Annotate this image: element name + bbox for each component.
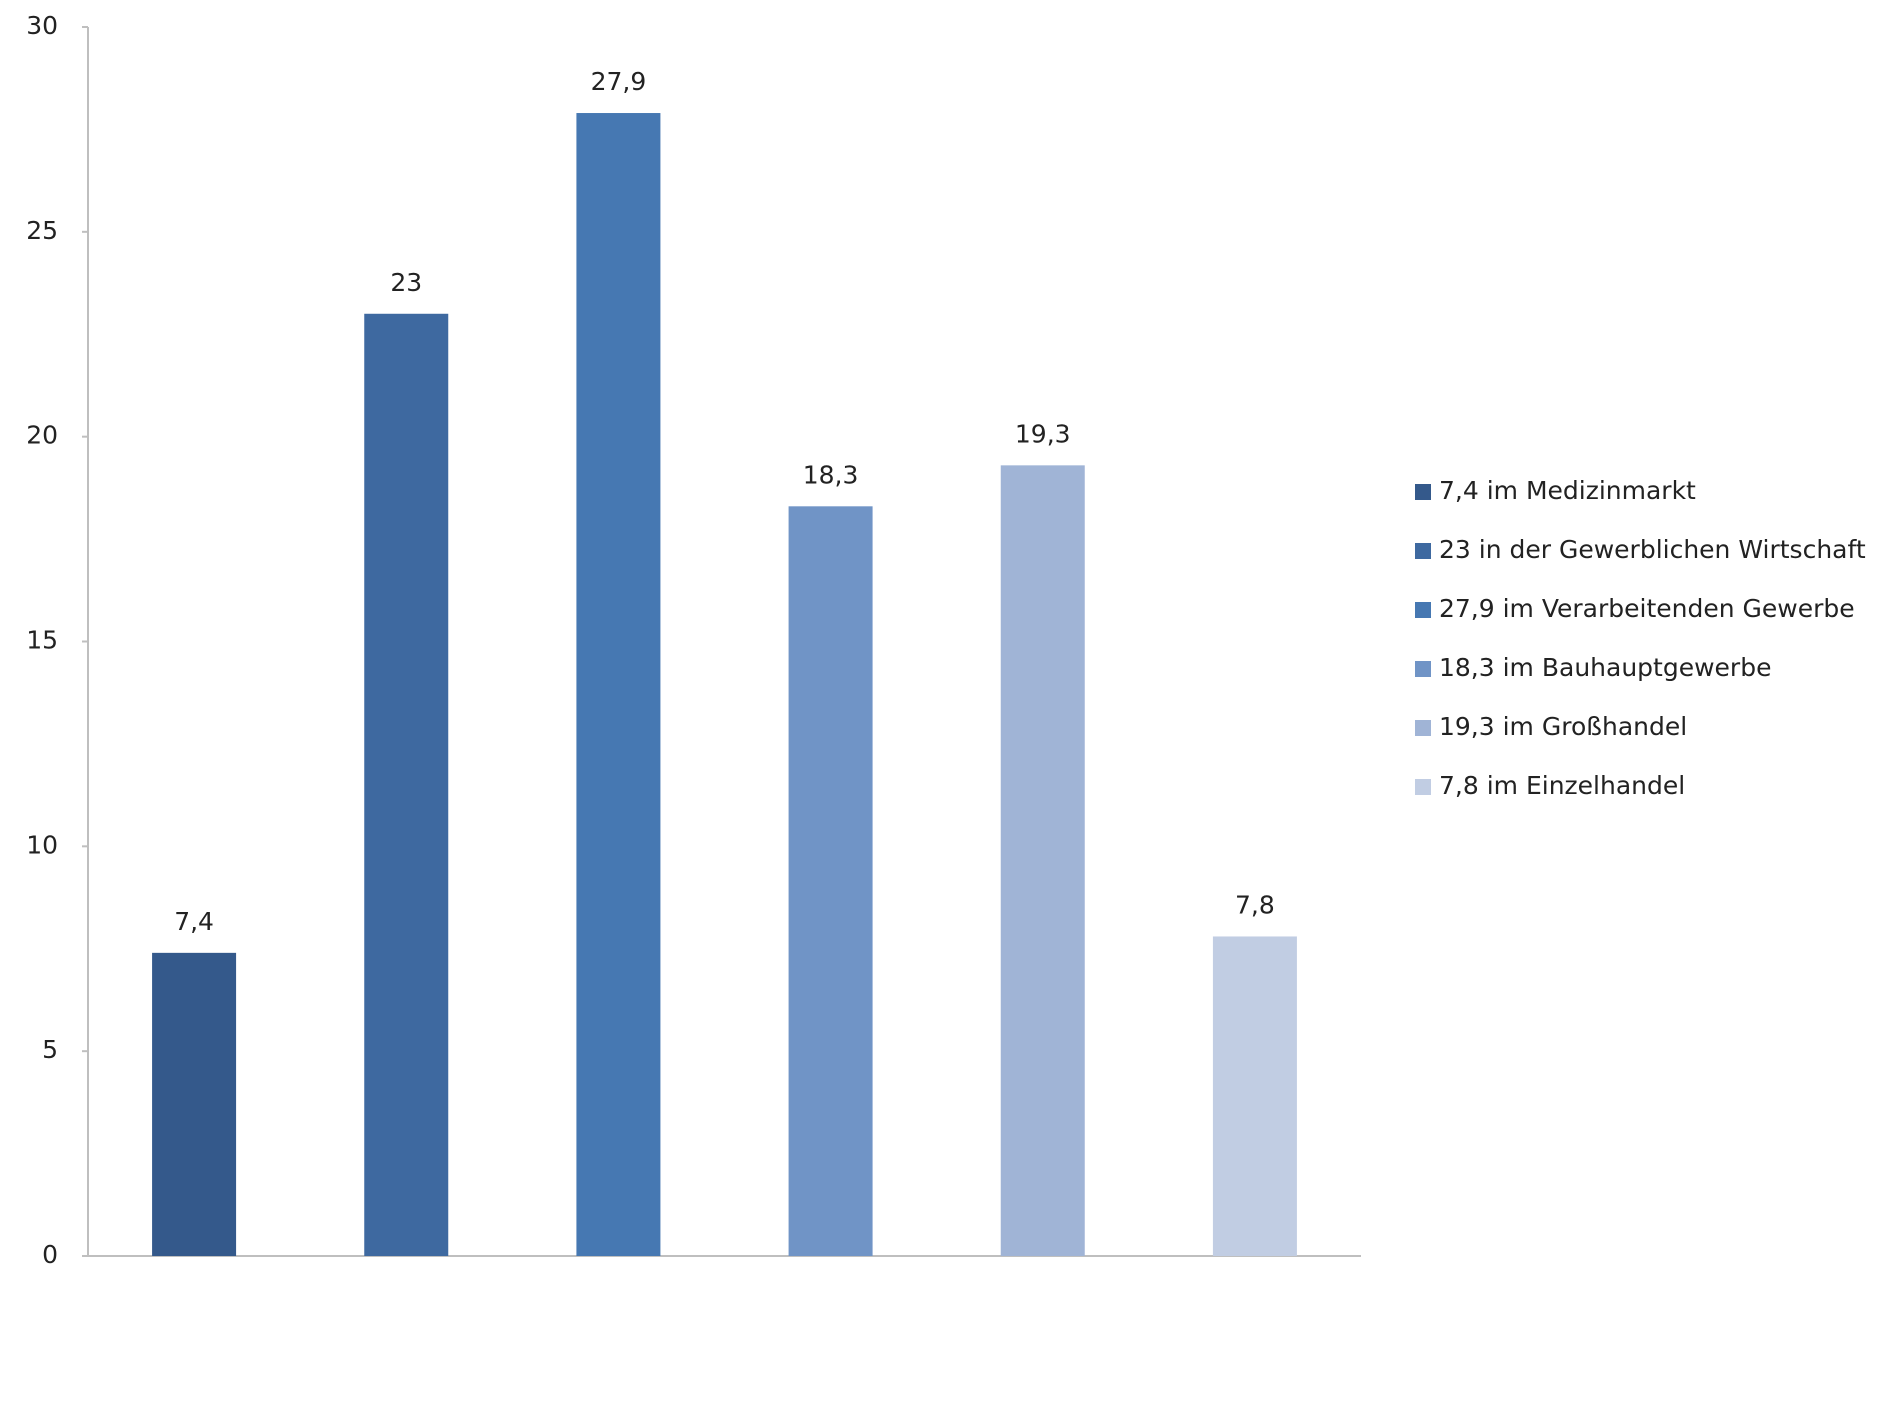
bar	[1000, 465, 1085, 1256]
legend-swatch	[1415, 602, 1431, 618]
bar	[1212, 936, 1297, 1256]
y-tick-label: 10	[26, 830, 58, 859]
bar	[152, 952, 237, 1256]
y-tick-label: 15	[26, 626, 58, 655]
data-label: 23	[390, 268, 422, 297]
bar	[364, 313, 449, 1256]
y-tick-label: 20	[26, 421, 58, 450]
y-tick-label: 30	[26, 11, 58, 40]
bar	[576, 113, 661, 1256]
legend-swatch	[1415, 779, 1431, 795]
data-label: 7,4	[174, 907, 214, 936]
y-tick-label: 25	[26, 216, 58, 245]
data-label: 19,3	[1015, 419, 1071, 448]
data-label: 27,9	[591, 67, 647, 96]
legend-swatch	[1415, 661, 1431, 677]
legend-swatch	[1415, 543, 1431, 559]
legend-label: 7,4 im Medizinmarkt	[1439, 476, 1696, 505]
legend-swatch	[1415, 720, 1431, 736]
data-label: 7,8	[1235, 890, 1275, 919]
y-tick-label: 5	[42, 1035, 58, 1064]
legend-label: 18,3 im Bauhauptgewerbe	[1439, 653, 1771, 682]
legend-label: 19,3 im Großhandel	[1439, 712, 1687, 741]
bar	[788, 506, 873, 1256]
legend-label: 27,9 im Verarbeitenden Gewerbe	[1439, 594, 1855, 623]
data-label: 18,3	[803, 460, 859, 489]
legend-label: 23 in der Gewerblichen Wirtschaft	[1439, 535, 1866, 564]
y-tick-label: 0	[42, 1240, 58, 1269]
legend-swatch	[1415, 484, 1431, 500]
legend-label: 7,8 im Einzelhandel	[1439, 771, 1685, 800]
